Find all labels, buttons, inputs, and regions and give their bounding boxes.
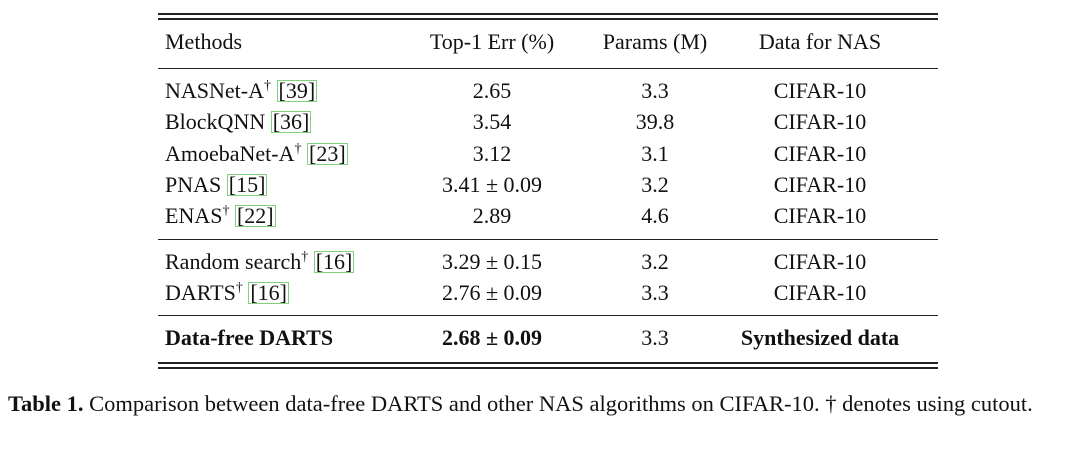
error-cell: 3.29 ± 0.15 [441, 248, 543, 274]
dagger: † [294, 141, 302, 157]
citation: [16] [248, 279, 289, 305]
method-name: BlockQNN [165, 109, 266, 135]
error-cell: 2.89 [472, 203, 512, 229]
error-cell: 2.68 ± 0.09 [441, 325, 543, 351]
method-name: ENAS [165, 203, 223, 229]
params-cell: 3.3 [641, 279, 669, 305]
method-name: NASNet-A [165, 78, 264, 103]
dagger: † [222, 203, 230, 219]
rule [158, 13, 938, 15]
method-name: Data-free DARTS [165, 325, 334, 351]
params-cell: 3.2 [641, 248, 669, 274]
dagger: † [235, 280, 243, 296]
method-cell: AmoebaNet-A† [23] [165, 141, 348, 167]
header-cell: Data for NAS [758, 29, 882, 54]
caption-label: Table 1. [8, 391, 84, 416]
caption-text: Comparison between data-free DARTS and o… [89, 391, 1033, 416]
header-cell: Top-1 Err (%) [429, 29, 555, 54]
method-cell: NASNet-A† [39] [165, 78, 318, 104]
error-cell: 2.65 [472, 78, 512, 103]
params-cell: 3.3 [641, 325, 669, 351]
params-cell: 3.3 [641, 78, 669, 103]
rule [158, 362, 938, 364]
rule [158, 367, 938, 369]
error-cell: 3.54 [472, 109, 512, 135]
citation: [22] [234, 203, 276, 229]
data-cell: CIFAR-10 [773, 248, 867, 274]
params-cell: 3.2 [641, 171, 669, 197]
rule [158, 18, 938, 20]
rule [158, 68, 938, 69]
params-cell: 39.8 [635, 109, 675, 135]
citation: [39] [276, 78, 318, 103]
data-cell: CIFAR-10 [773, 279, 867, 305]
caption: Table 1. Comparison between data-free DA… [8, 388, 1070, 419]
citation: [16] [313, 248, 355, 274]
data-cell: Synthesized data [740, 325, 900, 351]
params-cell: 3.1 [641, 140, 669, 166]
method-cell: PNAS [15] [165, 171, 268, 198]
data-cell: CIFAR-10 [773, 171, 867, 197]
data-cell: CIFAR-10 [773, 78, 867, 103]
method-cell: ENAS† [22] [165, 203, 276, 229]
method-name: Random search [165, 248, 302, 274]
dagger: † [301, 249, 309, 265]
method-cell: Random search† [16] [165, 248, 355, 275]
method-name: PNAS [165, 171, 222, 197]
dagger: † [264, 78, 271, 94]
method-name: AmoebaNet-A [165, 140, 295, 166]
method-name: DARTS [165, 279, 236, 305]
rule [158, 315, 938, 317]
method-cell: Data-free DARTS [165, 325, 333, 351]
citation: [36] [270, 109, 312, 135]
error-cell: 2.76 ± 0.09 [441, 279, 543, 305]
data-cell: CIFAR-10 [773, 140, 867, 166]
data-cell: CIFAR-10 [773, 109, 867, 135]
header-cell: Methods [165, 29, 242, 54]
error-cell: 3.12 [472, 140, 512, 166]
method-cell: BlockQNN [36] [165, 109, 312, 135]
params-cell: 4.6 [641, 203, 669, 229]
rule [158, 238, 938, 240]
citation: [23] [307, 140, 348, 166]
citation: [15] [226, 171, 268, 197]
method-cell: DARTS† [16] [165, 280, 289, 306]
error-cell: 3.41 ± 0.09 [441, 171, 543, 197]
header-cell: Params (M) [602, 29, 708, 54]
data-cell: CIFAR-10 [773, 203, 867, 229]
